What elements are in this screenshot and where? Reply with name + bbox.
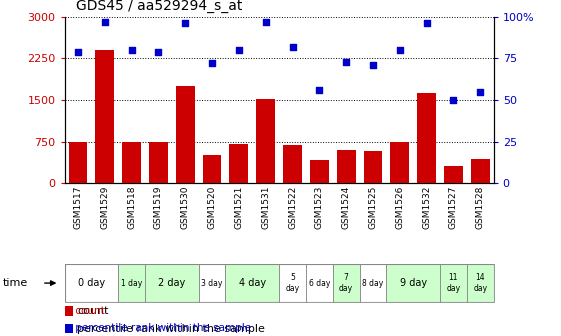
Bar — [364, 151, 383, 183]
Text: GDS45 / aa529294_s_at: GDS45 / aa529294_s_at — [76, 0, 242, 13]
Bar — [65, 324, 73, 333]
Point — [369, 62, 378, 68]
Bar — [279, 264, 306, 302]
Point — [154, 49, 163, 54]
Bar — [333, 264, 360, 302]
Bar — [467, 264, 494, 302]
Bar — [203, 155, 222, 183]
Bar — [199, 264, 226, 302]
Bar — [226, 264, 279, 302]
Bar — [149, 141, 168, 183]
Text: 14
day: 14 day — [473, 274, 488, 293]
Bar — [444, 167, 463, 183]
Point — [342, 59, 351, 65]
Bar — [387, 264, 440, 302]
Text: 6 day: 6 day — [309, 279, 330, 288]
Point — [73, 49, 82, 54]
Point — [449, 97, 458, 103]
Point — [100, 19, 109, 25]
Point — [234, 47, 243, 53]
Point — [422, 21, 431, 26]
Text: 7
day: 7 day — [339, 274, 353, 293]
Text: 5
day: 5 day — [286, 274, 300, 293]
Text: 9 day: 9 day — [399, 278, 427, 288]
Text: ▪ percentile rank within the sample: ▪ percentile rank within the sample — [65, 323, 251, 333]
Bar — [283, 145, 302, 183]
Bar — [471, 159, 490, 183]
Point — [315, 87, 324, 93]
Bar — [440, 264, 467, 302]
Point — [476, 89, 485, 94]
Text: 4 day: 4 day — [239, 278, 266, 288]
Point — [396, 47, 404, 53]
Point — [288, 44, 297, 49]
Bar — [118, 264, 145, 302]
Bar — [337, 150, 356, 183]
Point — [181, 21, 190, 26]
Text: 0 day: 0 day — [78, 278, 105, 288]
Bar — [176, 86, 195, 183]
Bar — [145, 264, 199, 302]
Point — [127, 47, 136, 53]
Text: percentile rank within the sample: percentile rank within the sample — [77, 324, 265, 334]
Bar — [95, 50, 114, 183]
Bar — [229, 144, 249, 183]
Point — [208, 61, 217, 66]
Point — [261, 19, 270, 25]
Bar — [360, 264, 387, 302]
Bar — [65, 306, 73, 316]
Bar — [65, 264, 118, 302]
Text: 11
day: 11 day — [447, 274, 461, 293]
Bar — [390, 141, 409, 183]
Text: count: count — [77, 306, 109, 317]
Text: 8 day: 8 day — [362, 279, 384, 288]
Text: 1 day: 1 day — [121, 279, 142, 288]
Bar — [68, 141, 88, 183]
Text: time: time — [3, 278, 28, 288]
Bar — [306, 264, 333, 302]
Text: ▪ count: ▪ count — [65, 306, 104, 316]
Bar — [310, 160, 329, 183]
Text: 3 day: 3 day — [201, 279, 223, 288]
Bar — [122, 141, 141, 183]
Bar — [417, 93, 436, 183]
Text: 2 day: 2 day — [158, 278, 186, 288]
Bar — [256, 99, 275, 183]
